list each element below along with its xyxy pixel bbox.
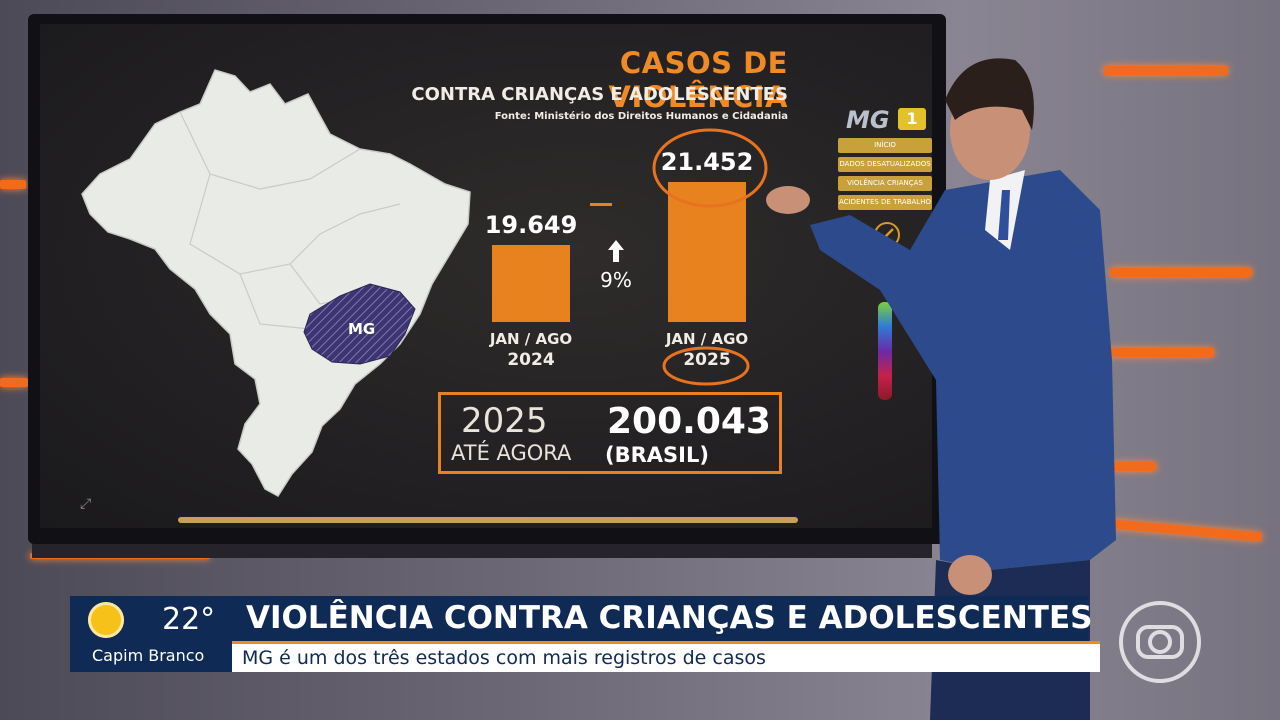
studio-light-stripe xyxy=(0,180,26,189)
menu-item-inicio[interactable]: INÍCIO xyxy=(838,138,932,153)
growth-label: 9% xyxy=(600,268,632,292)
mg1-logo: MG xyxy=(846,106,890,134)
subheadline: MG é um dos três estados com mais regist… xyxy=(242,647,766,669)
brazil-outline xyxy=(81,69,471,497)
mg1-logo-badge: 1 xyxy=(898,108,926,130)
up-arrow-icon xyxy=(608,240,624,262)
studio-light-stripe xyxy=(0,378,28,387)
corner-expand-icon[interactable]: ⤢ xyxy=(80,496,92,512)
chart-title: CASOS DE VIOLÊNCIA xyxy=(608,46,788,114)
temperature: 22° xyxy=(162,602,216,637)
annotation-circle xyxy=(662,346,750,386)
total-value: 200.043 xyxy=(607,401,771,442)
studio-light-stripe xyxy=(1110,268,1252,277)
category-period: JAN / AGO xyxy=(489,330,573,348)
timeline-bar xyxy=(178,517,798,523)
chart-subtitle: CONTRA CRIANÇAS E ADOLESCENTES xyxy=(411,84,788,105)
weather-sun-icon xyxy=(88,602,124,638)
total-scope: (BRASIL) xyxy=(605,443,709,467)
studio-light-stripe xyxy=(1104,66,1228,75)
color-scale-slider[interactable] xyxy=(878,302,892,400)
bar-value-label: 19.649 xyxy=(484,211,578,239)
minas-gerais-state xyxy=(303,283,416,365)
menu-item-violencia[interactable]: VIOLÊNCIA CRIANÇAS xyxy=(838,176,932,191)
studio-light-stripe xyxy=(1100,348,1214,357)
chart-screen: MG CASOS DE VIOLÊNCIA CONTRA CRIANÇAS E … xyxy=(40,24,932,528)
city-name: Capim Branco xyxy=(92,646,205,665)
headline-accent xyxy=(232,641,1100,644)
annotation-circle xyxy=(652,128,768,208)
bar-value-label: 21.452 xyxy=(660,148,754,176)
bar-2024 xyxy=(492,245,570,322)
video-wall-base xyxy=(32,544,932,558)
total-box: 2025 ATÉ AGORA 200.043 (BRASIL) xyxy=(438,392,782,474)
headline: VIOLÊNCIA CONTRA CRIANÇAS E ADOLESCENTES xyxy=(246,600,1093,636)
headline-bar: VIOLÊNCIA CONTRA CRIANÇAS E ADOLESCENTES xyxy=(232,596,1092,642)
subheadline-bar: MG é um dos três estados com mais regist… xyxy=(232,644,1100,672)
connector-dash xyxy=(590,203,612,206)
category-year: 2024 xyxy=(507,350,555,370)
brazil-map: MG xyxy=(81,69,471,497)
state-border xyxy=(179,111,401,330)
total-year: 2025 xyxy=(461,401,548,441)
weather-panel: 22° Capim Branco xyxy=(70,596,232,672)
map-label-mg: MG xyxy=(348,320,375,338)
menu-item-acidentes[interactable]: ACIDENTES DE TRABALHO xyxy=(838,195,932,210)
globo-logo-icon xyxy=(1119,601,1201,683)
menu-item-dados[interactable]: DADOS DESATUALIZADOS xyxy=(838,157,932,172)
studio-light-stripe xyxy=(1100,462,1156,471)
category-period: JAN / AGO xyxy=(665,330,749,348)
category-year: 2025 xyxy=(683,350,731,370)
chart-source: Fonte: Ministério dos Direitos Humanos e… xyxy=(494,111,788,122)
total-label: ATÉ AGORA xyxy=(451,441,572,465)
